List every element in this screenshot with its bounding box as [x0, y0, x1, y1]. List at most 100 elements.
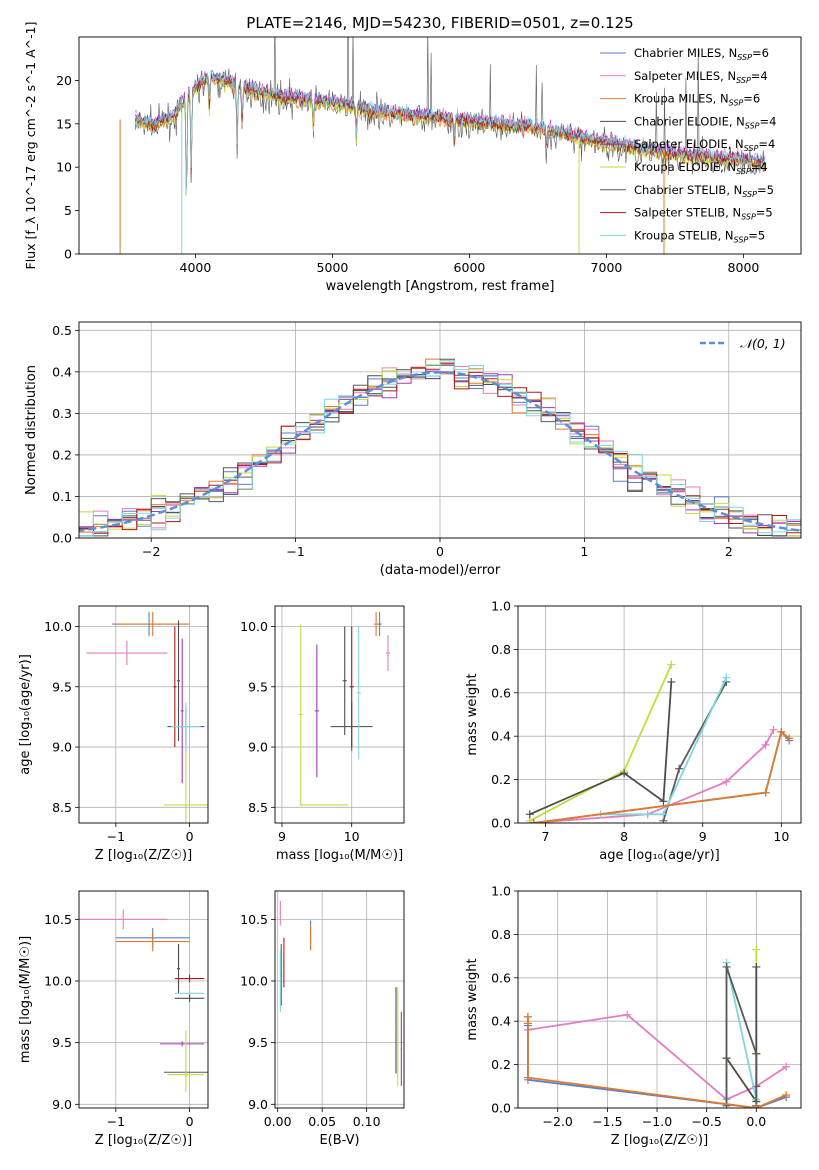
spectrum-plot-area	[119, 37, 766, 254]
age_vs_z-plot-area	[86, 612, 208, 823]
axes-frame	[517, 605, 802, 824]
x-axis-label: wavelength [Angstrom, rest frame]	[326, 279, 555, 294]
weight-series-kroupa_stelib	[725, 962, 758, 1106]
y-tick-label: 0.5	[52, 323, 72, 338]
weight-marker	[623, 1010, 632, 1019]
weight-marker	[752, 945, 761, 954]
y-tick-label: 0.4	[491, 729, 511, 744]
legend-text: Chabrier MILES, N	[634, 46, 737, 60]
age_vs_mass-plot-area	[298, 612, 391, 806]
y-tick-label: 9.5	[52, 679, 72, 694]
y-tick-label: 0.2	[491, 772, 511, 787]
axes-frame	[517, 890, 802, 1109]
x-tick-label: 9	[699, 829, 707, 844]
weight-series-chabrier_stelib	[725, 966, 758, 1108]
legend-suffix: =5	[756, 206, 773, 220]
x-axis-label: age [log₁₀(age/yr)]	[599, 848, 720, 863]
weight-series-chabrier_elodie	[529, 681, 673, 816]
weight-marker	[620, 769, 629, 778]
legend-subscript: SSP	[729, 99, 744, 108]
x-tick-label: 1	[580, 544, 588, 559]
x-tick-label: 0.00	[264, 1114, 292, 1129]
age_vs_mass-panel: 9 10 8.5 9.0 9.5 10.0 mass [log₁₀(M/M☉)]	[240, 605, 405, 863]
legend-text: Kroupa STELIB, N	[634, 228, 734, 242]
legend-subscript: SSP	[745, 121, 760, 130]
axes-frame	[274, 605, 405, 824]
y-axis-label: mass weight	[465, 958, 480, 1040]
x-tick-label: 4000	[180, 260, 212, 275]
x-tick-label: −2	[142, 544, 160, 559]
mass_vs_z-panel: −1 0 9.0 9.5 10.0 10.5 Z [log₁₀(Z/Z☉)] mass [lo…	[18, 890, 209, 1148]
weight-marker	[523, 1073, 532, 1082]
spectrum-line-kroupa_stelib	[135, 70, 766, 192]
legend-label: Salpeter STELIB, NSSP=5	[634, 206, 773, 222]
legend-suffix: =4	[751, 160, 768, 174]
y-tick-label: 0.6	[491, 685, 511, 700]
legend-label: 𝒩(0, 1)	[740, 336, 786, 351]
y-tick-label: 0.3	[52, 406, 72, 421]
legend-label: Chabrier ELODIE, NSSP=4	[634, 114, 776, 130]
y-axis-label: Flux [f_λ 10^-17 erg cm^-2 s^-1 A^-1]	[23, 22, 38, 270]
legend-text: Salpeter ELODIE, N	[634, 137, 744, 151]
x-axis-label: E(B-V)	[319, 1133, 359, 1148]
spectrum-panel: 4000 5000 6000 7000 8000 0 5 10 15 20 wavelength […	[23, 22, 802, 294]
weight-marker	[752, 1104, 761, 1108]
y-tick-label: 0.2	[491, 1057, 511, 1072]
legend-label: Chabrier STELIB, NSSP=5	[634, 183, 774, 199]
x-tick-label: 0	[186, 829, 194, 844]
x-tick-label: 8000	[728, 260, 760, 275]
y-tick-label: 9.0	[52, 1097, 72, 1112]
legend-label: Salpeter ELODIE, NSSP=4	[634, 137, 775, 153]
x-tick-label: 5000	[317, 260, 349, 275]
legend-label: Kroupa STELIB, NSSP=5	[634, 228, 765, 244]
spectrum-line-kroupa_elodie	[134, 75, 766, 196]
x-tick-label: −1	[286, 544, 304, 559]
x-tick-label: 9	[278, 829, 286, 844]
weight_vs_z-plot-area	[523, 945, 791, 1108]
y-tick-label: 10.0	[240, 974, 268, 989]
weight-marker	[722, 673, 731, 682]
y-tick-label: 9.5	[248, 1035, 268, 1050]
x-tick-label: −1	[107, 829, 125, 844]
residual-hist-kroupa_stelib	[79, 360, 801, 537]
weight-marker	[523, 1019, 532, 1028]
x-axis-label: (data-model)/error	[380, 563, 501, 578]
age_vs_z-panel: −1 0 8.5 9.0 9.5 10.0 Z [log₁₀(Z/Z☉)] age [log₁…	[18, 605, 209, 863]
legend-text: Salpeter STELIB, N	[634, 206, 741, 220]
mass_vs_z-plot-area	[79, 909, 208, 1092]
y-tick-label: 0.1	[52, 489, 72, 504]
x-tick-label: 0	[186, 1114, 194, 1129]
legend-text: Chabrier ELODIE, N	[634, 114, 745, 128]
legend-text: Salpeter MILES, N	[634, 69, 736, 83]
y-tick-label: 10.5	[44, 912, 72, 927]
y-tick-label: 9.5	[248, 679, 268, 694]
residuals-plot-area	[79, 358, 801, 537]
x-axis-label: Z [log₁₀(Z/Z☉)]	[611, 1133, 708, 1148]
legend-suffix: =5	[748, 228, 765, 242]
y-tick-label: 0.8	[491, 927, 511, 942]
y-tick-label: 9.0	[52, 740, 72, 755]
residuals-panel: −2 −1 0 1 2 0.0 0.1 0.2 0.3 0.4 0.5 (data-model)/er…	[24, 321, 802, 578]
weight-marker	[752, 962, 761, 971]
y-tick-label: 0.8	[491, 642, 511, 657]
mass_vs_ebv-plot-area	[279, 900, 402, 1086]
axes-frame	[78, 605, 209, 824]
x-tick-label: 10	[344, 829, 360, 844]
weight-marker	[667, 677, 676, 686]
mass_vs_ebv-panel: 0.00 0.05 0.10 9.0 9.5 10.0 10.5 E(B-V)	[240, 890, 405, 1148]
legend-suffix: =4	[758, 137, 775, 151]
weight-marker	[675, 764, 684, 773]
weight-series-salpeter_miles	[529, 729, 775, 823]
y-tick-label: 5	[64, 203, 72, 218]
legend-subscript: SSP	[736, 76, 751, 85]
x-tick-label: −1	[107, 1114, 125, 1129]
x-tick-label: −1.0	[642, 1114, 672, 1129]
legend-text: Kroupa ELODIE, N	[634, 160, 736, 174]
legend-subscript: SSP	[734, 235, 749, 244]
legend-subscript: SSP	[737, 53, 752, 62]
weight-series-chabrier_stelib	[662, 681, 728, 822]
y-tick-label: 9.0	[248, 1097, 268, 1112]
x-tick-label: 0.05	[308, 1114, 336, 1129]
